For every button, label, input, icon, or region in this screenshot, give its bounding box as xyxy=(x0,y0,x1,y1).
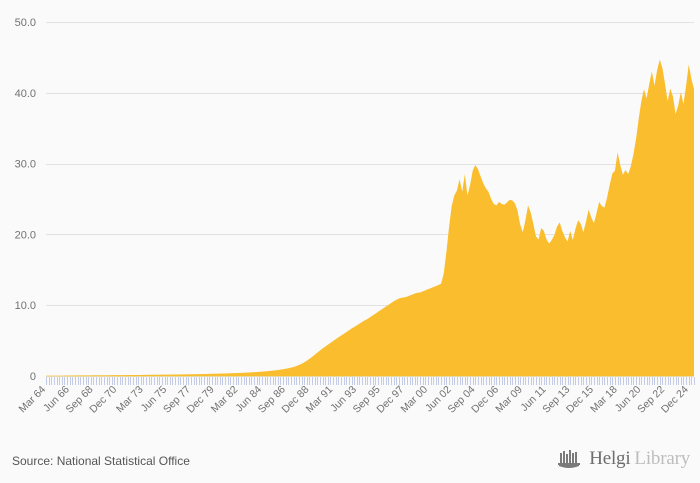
y-axis-tick-label: 50.0 xyxy=(15,17,36,29)
x-axis-tick-label: Mar 09 xyxy=(493,384,525,416)
y-axis-tick-label: 40.0 xyxy=(15,88,36,100)
x-axis-tick-label: Dec 24 xyxy=(659,384,691,416)
x-axis-tickmarks xyxy=(46,377,695,385)
source-label: Source: National Statistical Office xyxy=(12,454,190,468)
helgi-library-brand[interactable]: Helgi Library xyxy=(557,448,690,470)
y-axis-tick-labels: 0 10.0 20.0 30.0 40.0 50.0 xyxy=(15,17,36,383)
y-axis-tick-label: 10.0 xyxy=(15,300,36,312)
x-axis-tick-label: Mar 91 xyxy=(304,384,336,416)
brand-name-secondary: Library xyxy=(634,448,690,469)
brand-name-primary: Helgi xyxy=(589,448,631,469)
chart-footer: Source: National Statistical Office Helg… xyxy=(0,432,700,483)
x-axis-tick-label: Mar 18 xyxy=(588,384,620,416)
series-area-group xyxy=(46,59,694,377)
x-axis-tick-label: Mar 00 xyxy=(398,384,430,416)
y-axis-tick-label: 20.0 xyxy=(15,229,36,241)
helgi-library-logo-icon xyxy=(558,450,581,468)
series-area-value xyxy=(46,59,694,377)
x-axis-tick-label: Mar 64 xyxy=(17,384,49,416)
x-axis-tick-label: Dec 70 xyxy=(87,384,119,416)
x-axis-tick-label: Mar 82 xyxy=(209,384,241,416)
y-axis-tick-label: 30.0 xyxy=(15,159,36,171)
y-axis-tick-label: 0 xyxy=(30,371,36,383)
x-axis-tick-label: Mar 73 xyxy=(114,384,146,416)
